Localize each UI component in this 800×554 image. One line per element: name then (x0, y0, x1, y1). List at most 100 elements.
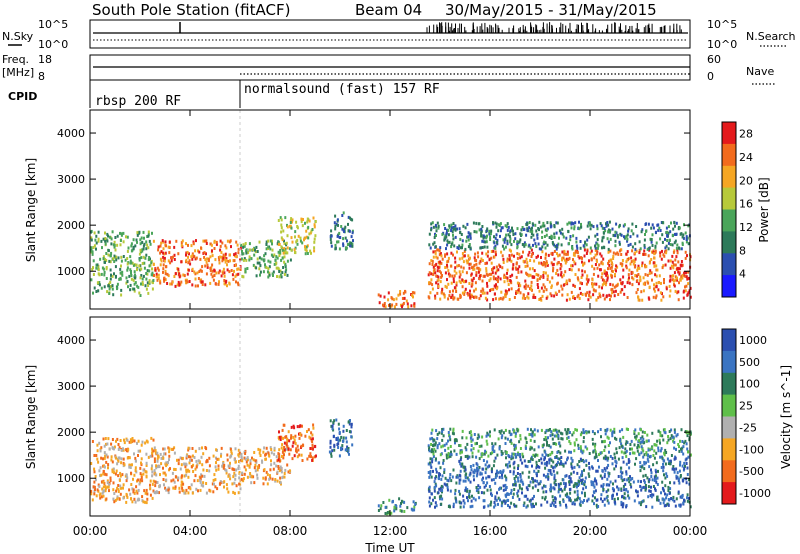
scatter-cell (535, 474, 538, 478)
scatter-cell (673, 428, 676, 432)
scatter-cell (267, 267, 270, 271)
scatter-cell (167, 274, 170, 278)
scatter-cell (166, 282, 169, 285)
scatter-cell (585, 252, 588, 255)
scatter-cell (128, 274, 131, 278)
scatter-cell (466, 291, 469, 295)
scatter-cell (541, 294, 544, 298)
scatter-cell (136, 441, 138, 445)
scatter-cell (215, 468, 218, 472)
scatter-cell (568, 221, 571, 225)
scatter-cell (523, 244, 526, 248)
scatter-cell (200, 473, 203, 477)
scatter-cell (125, 235, 127, 239)
scatter-cell (335, 222, 338, 226)
scatter-cell (465, 271, 468, 275)
scatter-cell (331, 424, 334, 428)
scatter-cell (504, 245, 507, 249)
scatter-cell (476, 441, 478, 445)
scatter-cell (648, 286, 651, 290)
scatter-cell (115, 456, 117, 460)
scatter-cell (537, 273, 540, 277)
scatter-cell (405, 299, 408, 303)
scatter-cell (445, 285, 448, 289)
scatter-cell (156, 266, 159, 270)
scatter-cell (151, 287, 154, 291)
scatter-cell (202, 239, 205, 243)
scatter-cell (458, 279, 461, 283)
scatter-cell (229, 259, 231, 263)
scatter-cell (278, 448, 281, 452)
scatter-cell (339, 236, 342, 239)
scatter-cell (156, 457, 159, 461)
scatter-cell (434, 294, 437, 298)
scatter-cell (603, 279, 606, 283)
scatter-cell (281, 454, 283, 458)
scatter-cell (258, 451, 261, 455)
scatter-cell (542, 271, 545, 274)
scatter-cell (486, 442, 489, 446)
scatter-cell (471, 455, 474, 459)
scatter-cell (601, 440, 604, 444)
scatter-cell (572, 470, 575, 474)
scatter-cell (215, 282, 218, 286)
scatter-cell (508, 505, 511, 509)
scatter-cell (279, 476, 282, 480)
scatter-cell (253, 451, 256, 454)
scatter-cell (602, 483, 605, 487)
scatter-cell (232, 490, 235, 494)
scatter-cell (523, 501, 526, 505)
scatter-cell (450, 281, 453, 285)
scatter-cell (647, 485, 650, 489)
scatter-cell (170, 256, 173, 260)
scatter-cell (647, 281, 650, 285)
scatter-cell (496, 238, 499, 242)
scatter-cell (104, 257, 107, 261)
scatter-cell (462, 479, 465, 483)
scatter-cell (490, 250, 493, 253)
scatter-cell (531, 486, 534, 490)
scatter-cell (234, 252, 237, 256)
nsky-panel: N.Sky 10^5 10^0 10^5 10^0 N.Search (2, 18, 796, 51)
scatter-cell (449, 273, 452, 277)
scatter-cell (613, 427, 616, 431)
scatter-cell (614, 273, 616, 276)
scatter-cell (571, 466, 574, 470)
scatter-cell (447, 431, 450, 434)
scatter-cell (532, 233, 535, 237)
scatter-cell (258, 261, 261, 265)
scatter-cell (639, 469, 642, 473)
scatter-cell (235, 255, 238, 259)
scatter-cell (476, 251, 479, 255)
scatter-cell (594, 263, 597, 266)
scatter-cell (447, 256, 450, 260)
scatter-cell (533, 439, 536, 443)
scatter-cell (428, 232, 431, 236)
scatter-cell (125, 473, 128, 477)
scatter-cell (563, 252, 566, 256)
scatter-cell (599, 268, 601, 272)
scatter-cell (233, 472, 236, 475)
scatter-cell (587, 278, 590, 282)
scatter-cell (428, 449, 431, 453)
scatter-cell (136, 231, 139, 235)
scatter-cell (165, 464, 168, 468)
scatter-cell (683, 441, 686, 445)
scatter-cell (113, 445, 116, 449)
scatter-cell (434, 271, 437, 275)
scatter-cell (684, 289, 687, 293)
scatter-cell (568, 480, 571, 484)
scatter-cell (555, 221, 558, 225)
scatter-cell (347, 229, 350, 233)
scatter-cell (510, 488, 513, 492)
scatter-cell (155, 490, 158, 494)
scatter-cell (589, 227, 592, 231)
scatter-cell (542, 274, 545, 277)
scatter-cell (130, 271, 132, 275)
scatter-cell (614, 234, 617, 238)
scatter-cell (581, 273, 584, 277)
scatter-cell (568, 278, 571, 282)
scatter-cell (92, 266, 94, 270)
scatter-cell (265, 247, 268, 251)
scatter-cell (611, 430, 614, 434)
